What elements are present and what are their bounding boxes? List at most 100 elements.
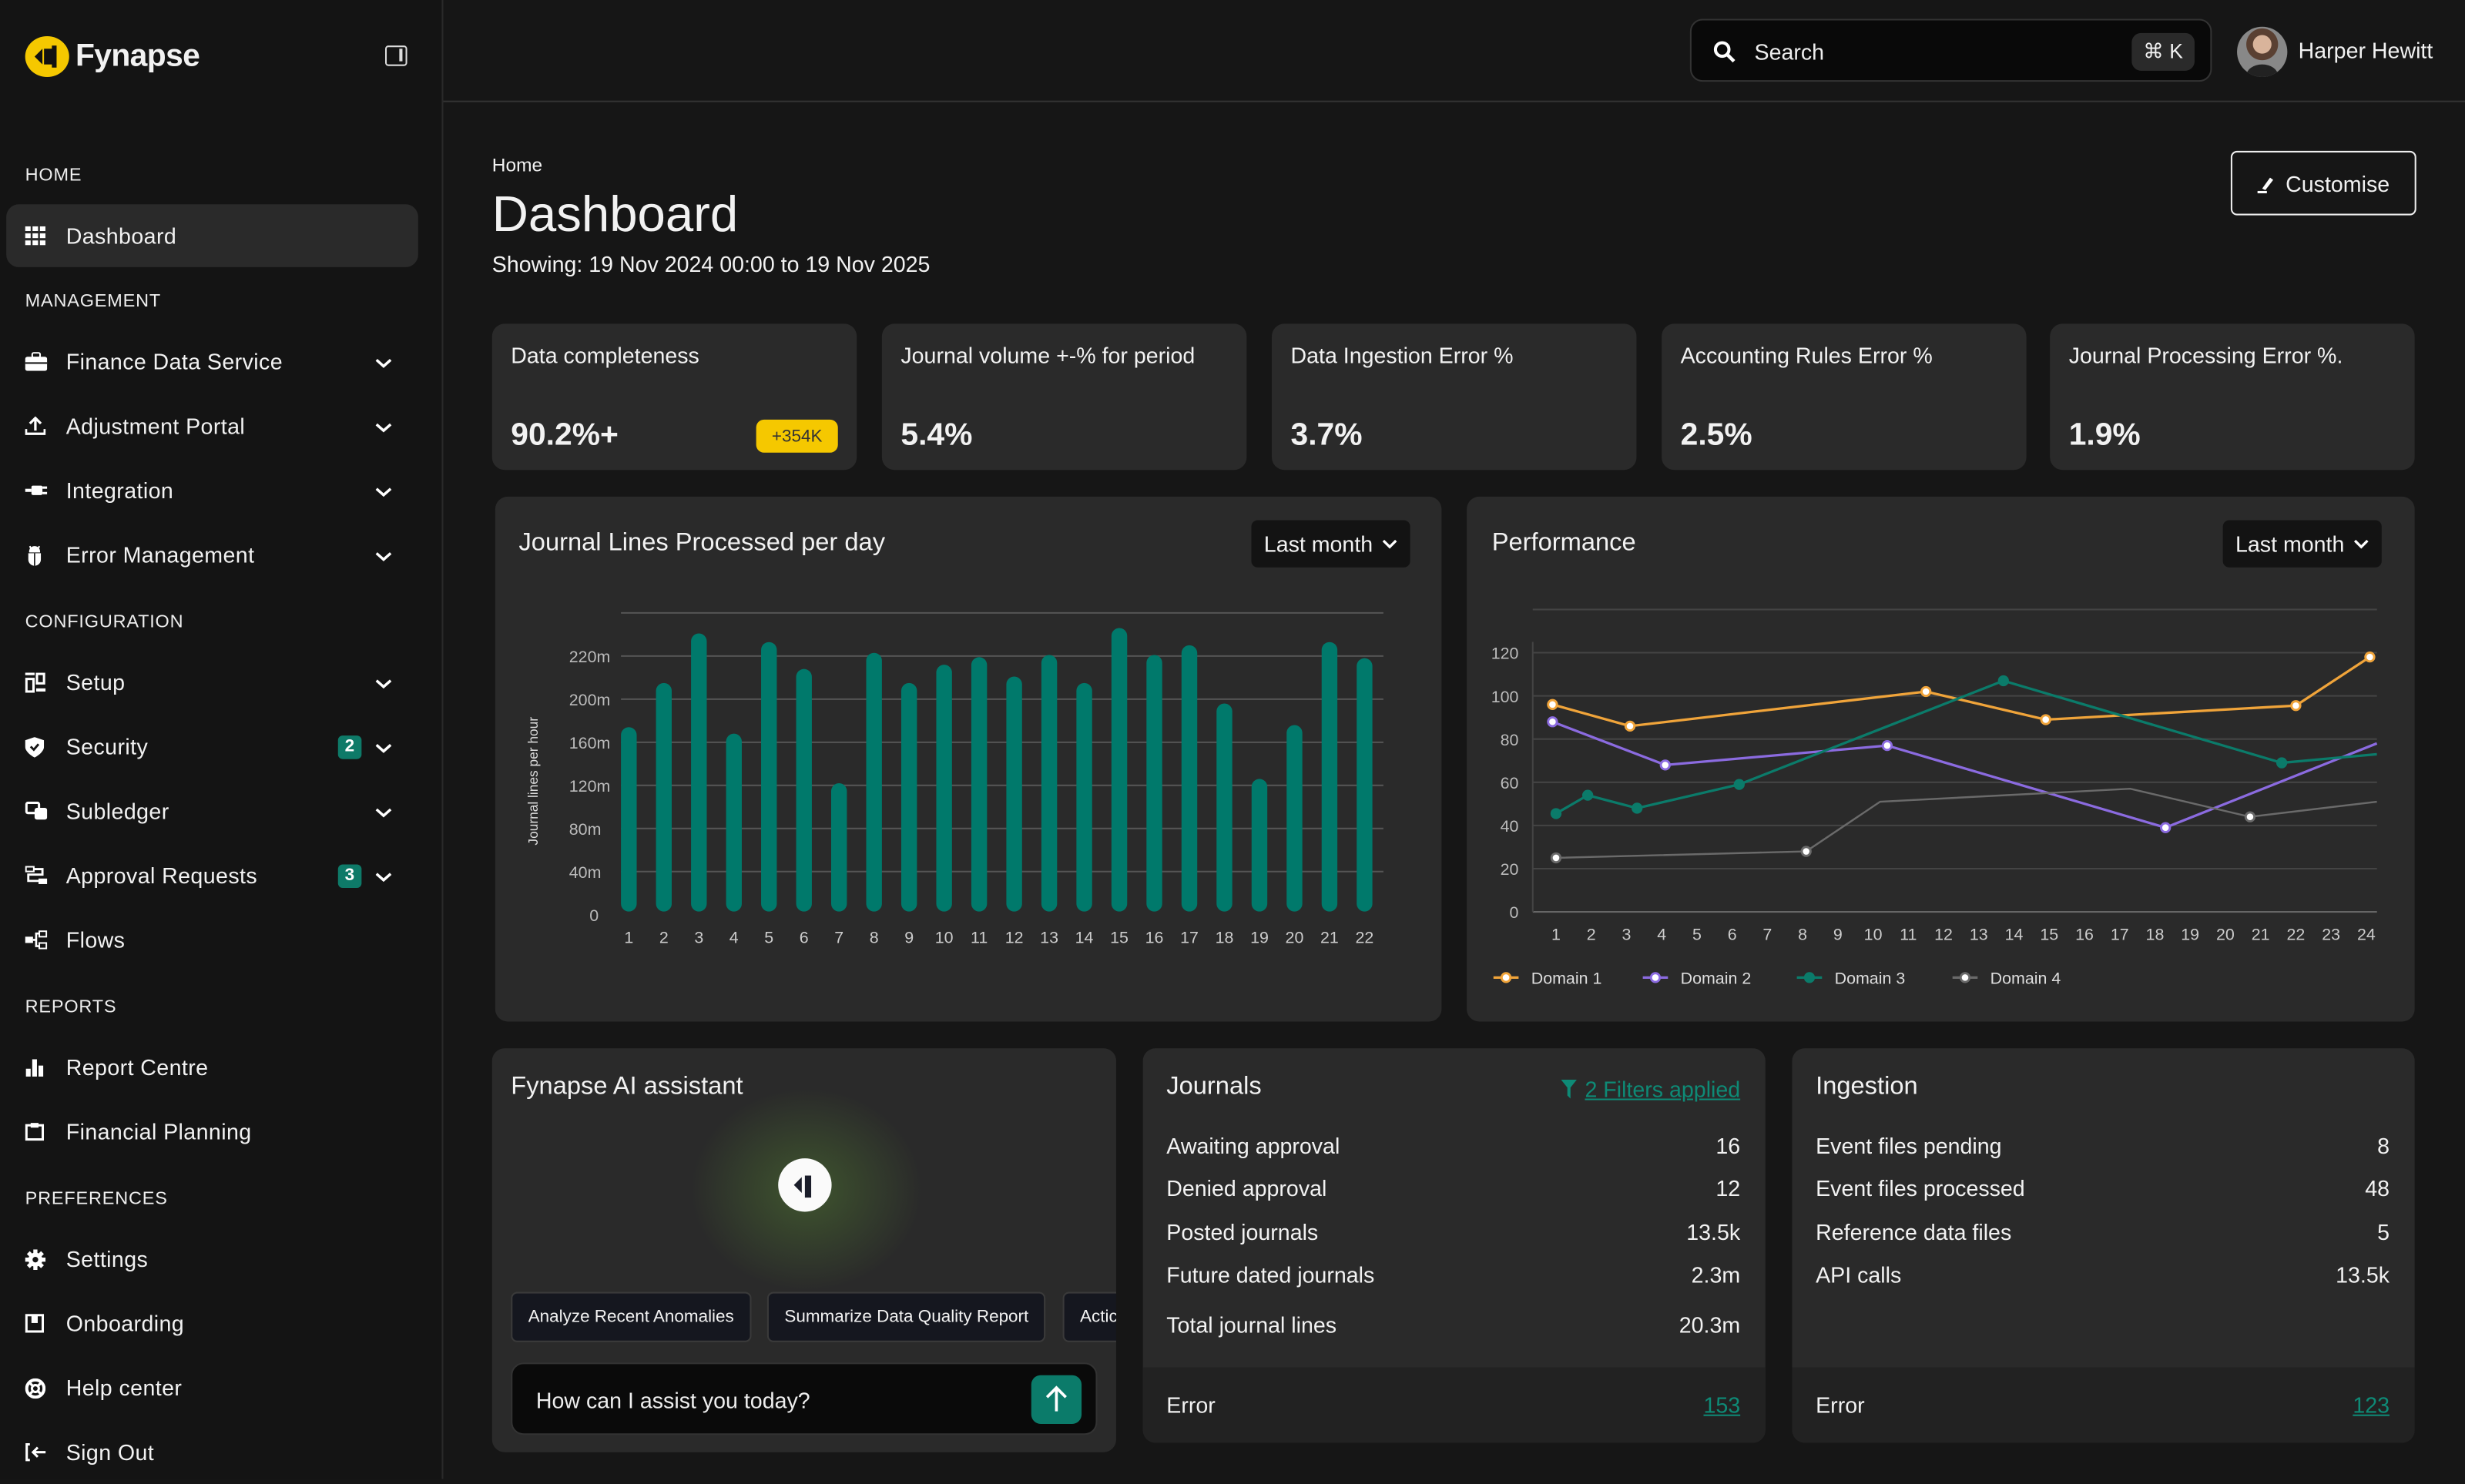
bar[interactable] (1252, 779, 1267, 911)
breadcrumb[interactable]: Home (492, 154, 542, 176)
sidebar-item-dashboard[interactable]: Dashboard (6, 204, 418, 267)
data-point[interactable] (1551, 853, 1560, 862)
bar[interactable] (1286, 725, 1302, 911)
bar[interactable] (726, 734, 742, 912)
customise-button[interactable]: Customise (2231, 151, 2416, 216)
bar[interactable] (1357, 658, 1372, 912)
bar[interactable] (1076, 683, 1092, 912)
user-name[interactable]: Harper Hewitt (2299, 38, 2433, 63)
data-point[interactable] (1583, 791, 1591, 799)
x-tick-label: 8 (1798, 925, 1807, 943)
sidebar-item-help-center[interactable]: Help center (6, 1356, 418, 1419)
x-tick-label: 10 (1864, 925, 1883, 943)
bar[interactable] (1006, 676, 1021, 911)
y-tick-label: 0 (1510, 903, 1519, 922)
bar[interactable] (656, 683, 672, 912)
bar[interactable] (621, 727, 636, 911)
kpi-card[interactable]: Accounting Rules Error %2.5% (1662, 323, 2026, 470)
chevron-down-icon[interactable] (374, 802, 393, 820)
search-input[interactable]: Search ⌘ K (1690, 18, 2212, 82)
bug-icon (6, 544, 66, 565)
avatar[interactable] (2237, 27, 2287, 77)
bar[interactable] (1146, 655, 1162, 911)
bar[interactable] (1112, 628, 1127, 912)
assistant-input[interactable]: How can I assist you today? (511, 1362, 1097, 1435)
bar[interactable] (761, 642, 776, 912)
chevron-down-icon[interactable] (374, 672, 393, 691)
chevron-down-icon[interactable] (374, 545, 393, 564)
kpi-card[interactable]: Data Ingestion Error %3.7% (1272, 323, 1636, 470)
sidebar-item-onboarding[interactable]: Onboarding (6, 1292, 418, 1355)
data-point[interactable] (1548, 700, 1557, 709)
sidebar-item-financial-planning[interactable]: Financial Planning (6, 1100, 418, 1164)
sidebar-item-subledger[interactable]: Subledger (6, 779, 418, 842)
error-count-link[interactable]: 123 (2353, 1392, 2390, 1418)
bar[interactable] (691, 634, 706, 912)
error-count-link[interactable]: 153 (1703, 1392, 1740, 1418)
sidebar-item-approval-requests[interactable]: Approval Requests3 (6, 844, 418, 907)
sidebar-item-integration[interactable]: Integration (6, 459, 418, 522)
data-point[interactable] (2161, 823, 2169, 832)
logo[interactable]: Fynapse (25, 36, 200, 77)
data-point[interactable] (1548, 718, 1557, 726)
sidebar-item-adjustment-portal[interactable]: Adjustment Portal (6, 394, 418, 457)
sidebar-item-finance-data-service[interactable]: Finance Data Service (6, 330, 418, 394)
kpi-card[interactable]: Data completeness90.2%++354K (492, 323, 857, 470)
legend-item[interactable]: Domain 1 (1494, 970, 1602, 988)
bar[interactable] (831, 783, 847, 912)
data-point[interactable] (2245, 812, 2254, 821)
data-point[interactable] (2041, 715, 2050, 724)
data-point[interactable] (1632, 804, 1641, 812)
data-point[interactable] (1999, 676, 2007, 685)
sidebar-item-sign-out[interactable]: Sign Out (6, 1421, 418, 1484)
bar[interactable] (971, 657, 987, 911)
kpi-card[interactable]: Journal Processing Error %.1.9% (2050, 323, 2414, 470)
legend-item[interactable]: Domain 2 (1643, 970, 1752, 988)
legend-label: Domain 1 (1531, 970, 1602, 988)
bar[interactable] (936, 665, 951, 912)
assistant-placeholder: How can I assist you today? (536, 1388, 810, 1413)
sidebar-item-security[interactable]: Security2 (6, 715, 418, 779)
x-tick-label: 10 (935, 928, 954, 946)
sidebar-item-setup[interactable]: Setup (6, 651, 418, 714)
legend-item[interactable]: Domain 4 (1953, 970, 2061, 988)
gear-icon (6, 1248, 66, 1269)
data-point[interactable] (1802, 847, 1810, 856)
data-point[interactable] (1883, 741, 1891, 749)
data-point[interactable] (2277, 759, 2286, 767)
bar[interactable] (1041, 655, 1057, 911)
chevron-down-icon[interactable] (374, 417, 393, 435)
data-point[interactable] (1921, 687, 1930, 695)
data-point[interactable] (1735, 780, 1743, 789)
chevron-down-icon[interactable] (374, 866, 393, 884)
bar[interactable] (866, 653, 881, 912)
bar[interactable] (901, 683, 917, 912)
sidebar-item-flows[interactable]: Flows (6, 909, 418, 972)
sidebar-item-settings[interactable]: Settings (6, 1228, 418, 1291)
bar[interactable] (1322, 642, 1337, 912)
arrow-up-icon (1031, 1375, 1082, 1424)
legend-item[interactable]: Domain 3 (1797, 970, 1906, 988)
data-point[interactable] (1625, 722, 1634, 730)
sidebar-item-report-centre[interactable]: Report Centre (6, 1036, 418, 1099)
suggestion-chip[interactable]: Actic (1063, 1292, 1116, 1342)
chevron-down-icon[interactable] (374, 481, 393, 499)
data-point[interactable] (1661, 761, 1669, 769)
collapse-sidebar-icon[interactable] (385, 45, 407, 66)
kpi-card[interactable]: Journal volume +-% for period5.4% (882, 323, 1246, 470)
bar[interactable] (797, 669, 812, 912)
bar[interactable] (1182, 645, 1197, 912)
sidebar-item-error-management[interactable]: Error Management (6, 524, 418, 587)
performance-chart-card: Performance Last month 02040608010012012… (1467, 497, 2415, 1022)
chevron-down-icon[interactable] (374, 737, 393, 755)
suggestion-chip[interactable]: Analyze Recent Anomalies (511, 1292, 751, 1342)
bar[interactable] (1216, 703, 1232, 911)
data-point[interactable] (1551, 809, 1560, 818)
filters-link[interactable]: 2 Filters applied (1561, 1077, 1740, 1102)
y-tick-label: 40 (1501, 817, 1519, 836)
data-point[interactable] (2292, 702, 2300, 710)
chevron-down-icon[interactable] (374, 352, 393, 370)
suggestion-chip[interactable]: Summarize Data Quality Report (767, 1292, 1046, 1342)
data-point[interactable] (2366, 652, 2374, 661)
send-button[interactable] (1031, 1375, 1082, 1424)
